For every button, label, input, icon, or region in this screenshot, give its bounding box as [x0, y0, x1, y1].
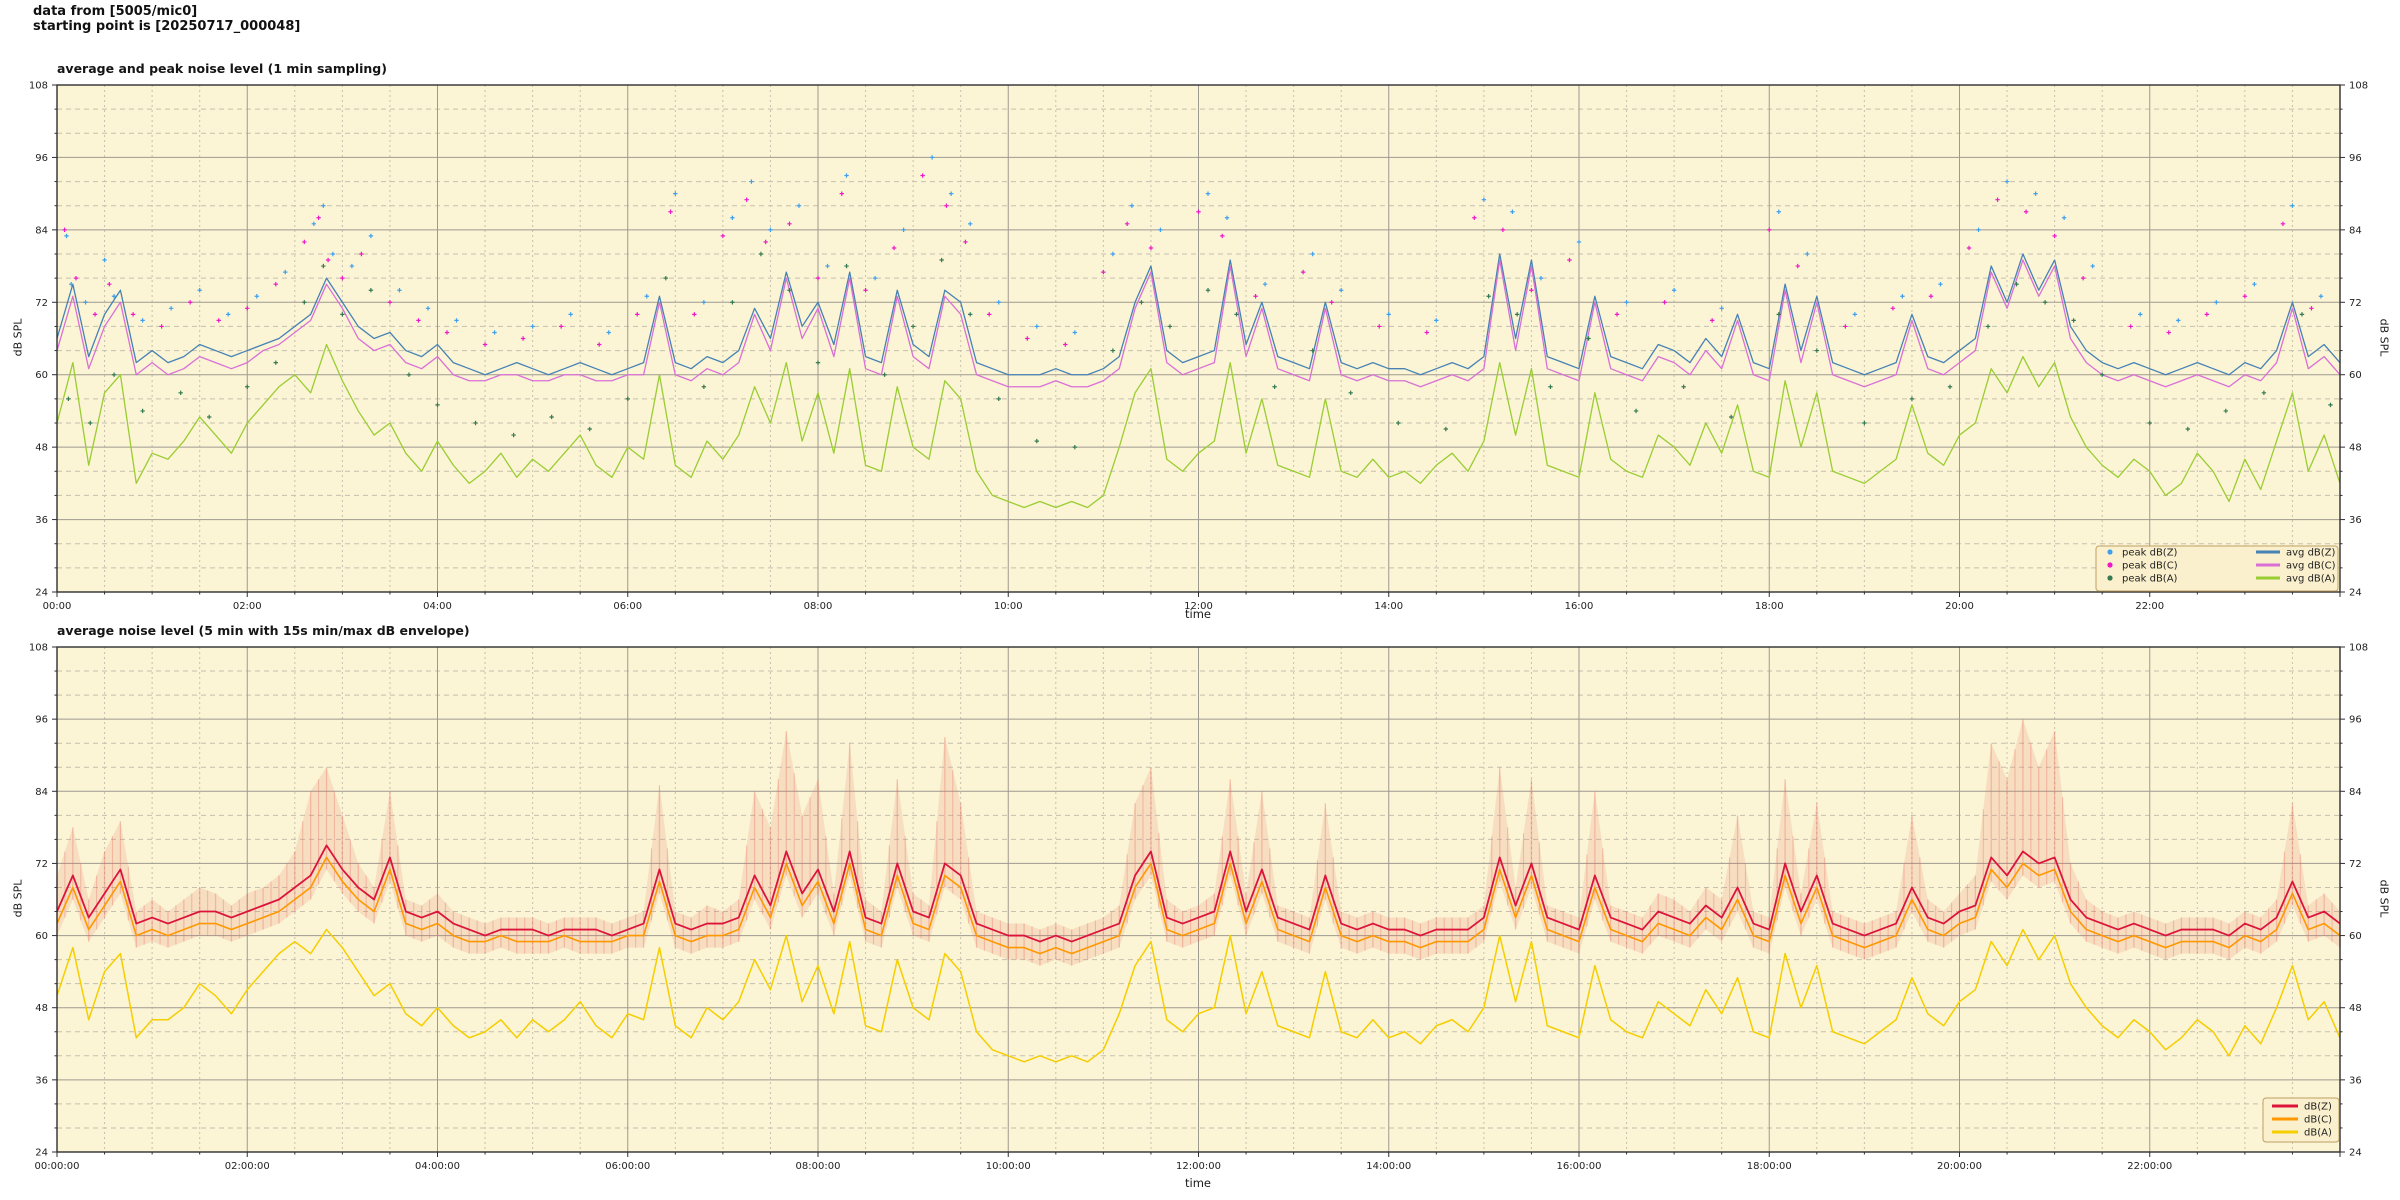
series-db-a-	[56, 928, 2341, 1063]
y-tick-label-right: 72	[2349, 859, 2362, 870]
y-tick-label-left: 24	[35, 588, 48, 599]
legend-label: avg dB(Z)	[2286, 548, 2336, 559]
chart-1-title: average and peak noise level (1 min samp…	[57, 61, 387, 76]
legend: dB(Z) dB(C) dB(A)	[2262, 1097, 2340, 1143]
header-line-1: data from [5005/mic0]	[33, 4, 198, 19]
y-tick-label-left: 24	[35, 1148, 48, 1159]
y-tick-label-right: 36	[2349, 1075, 2362, 1086]
tick-labels: 00:00:00 02:00:00 04:00:00 06:00:00 08:00:00…	[29, 643, 2368, 1173]
y-tick-label-right: 96	[2349, 153, 2362, 164]
y-tick-label-right: 60	[2349, 370, 2362, 381]
x-tick-label: 02:00:00	[225, 1161, 270, 1172]
x-tick-label: 00:00	[43, 601, 72, 612]
x-tick-label: 10:00:00	[986, 1161, 1031, 1172]
y-tick-label-right: 84	[2349, 787, 2362, 798]
x-tick-label: 04:00	[423, 601, 452, 612]
chart-1-xlabel: time	[1185, 607, 1211, 621]
tick-labels: 00:00 02:00 04:00 06:00 08:00 10:00 12:00 14:00…	[29, 81, 2368, 613]
y-tick-label-right: 108	[2349, 643, 2368, 654]
x-tick-label: 14:00:00	[1366, 1161, 1411, 1172]
y-tick-label-left: 108	[29, 643, 48, 654]
y-tick-label-right: 36	[2349, 515, 2362, 526]
y-tick-label-right: 96	[2349, 715, 2362, 726]
legend-label: peak dB(Z)	[2122, 548, 2178, 559]
y-tick-label-right: 24	[2349, 588, 2362, 599]
y-tick-label-left: 36	[35, 515, 48, 526]
x-tick-label: 12:00	[1184, 601, 1213, 612]
axis-ticks	[52, 646, 2345, 1157]
x-tick-label: 20:00	[1945, 601, 1974, 612]
legend-label: peak dB(C)	[2122, 561, 2178, 572]
x-tick-label: 10:00	[994, 601, 1023, 612]
y-tick-label-left: 72	[35, 859, 48, 870]
x-tick-label: 04:00:00	[415, 1161, 460, 1172]
x-tick-label: 18:00	[1755, 601, 1784, 612]
x-tick-label: 00:00:00	[35, 1161, 80, 1172]
chart-2-canvas: 00:00:00 02:00:00 04:00:00 06:00:00 08:00:00…	[29, 643, 2368, 1173]
header-line-2: starting point is [20250717_000048]	[33, 19, 301, 34]
x-tick-label: 22:00:00	[2127, 1161, 2172, 1172]
legend-label: dB(A)	[2304, 1128, 2332, 1139]
series-avg-db-a-	[56, 343, 2341, 509]
y-tick-label-right: 72	[2349, 298, 2362, 309]
chart-1-canvas: 00:00 02:00 04:00 06:00 08:00 10:00 12:00 14:00…	[29, 81, 2368, 613]
legend-label: peak dB(A)	[2122, 574, 2178, 585]
axis-ticks	[52, 84, 2345, 597]
y-tick-label-right: 84	[2349, 225, 2362, 236]
y-tick-label-right: 60	[2349, 931, 2362, 942]
y-tick-label-right: 24	[2349, 1148, 2362, 1159]
x-tick-label: 22:00	[2135, 601, 2164, 612]
y-tick-label-left: 84	[35, 787, 48, 798]
chart-2-title: average noise level (5 min with 15s min/…	[57, 623, 470, 638]
series-db-c-	[56, 856, 2341, 955]
series-min-max-envelope	[56, 719, 2341, 966]
legend-label: avg dB(C)	[2286, 561, 2336, 572]
x-tick-label: 06:00:00	[605, 1161, 650, 1172]
series-avg-db-c-	[56, 259, 2341, 388]
y-tick-label-right: 48	[2349, 1003, 2362, 1014]
x-tick-label: 16:00:00	[1557, 1161, 1602, 1172]
legend-label: avg dB(A)	[2286, 574, 2336, 585]
x-tick-label: 06:00	[613, 601, 642, 612]
x-tick-label: 16:00	[1565, 601, 1594, 612]
series-db-z-	[56, 844, 2341, 943]
major-grid	[57, 85, 2340, 592]
y-tick-label-left: 60	[35, 931, 48, 942]
series-peak-db-c-	[62, 173, 2314, 347]
x-tick-label: 08:00	[804, 601, 833, 612]
x-tick-label: 20:00:00	[1937, 1161, 1982, 1172]
y-tick-label-left: 60	[35, 370, 48, 381]
chart-2-xlabel: time	[1185, 1176, 1211, 1190]
y-tick-label-left: 48	[35, 1003, 48, 1014]
y-tick-label-left: 72	[35, 298, 48, 309]
y-tick-label-left: 108	[29, 81, 48, 92]
y-tick-label-left: 84	[35, 225, 48, 236]
y-tick-label-right: 48	[2349, 443, 2362, 454]
y-tick-label-left: 96	[35, 153, 48, 164]
legend-label: dB(Z)	[2304, 1102, 2332, 1113]
x-tick-label: 02:00	[233, 601, 262, 612]
series-peak-db-z-	[64, 155, 2324, 335]
y-tick-label-right: 108	[2349, 81, 2368, 92]
x-tick-label: 12:00:00	[1176, 1161, 1221, 1172]
x-tick-label: 18:00:00	[1747, 1161, 1792, 1172]
x-tick-label: 08:00:00	[796, 1161, 841, 1172]
x-tick-label: 14:00	[1374, 601, 1403, 612]
y-tick-label-left: 96	[35, 715, 48, 726]
legend: peak dB(Z) peak dB(C) peak dB(A) avg dB(Z) a…	[2095, 545, 2339, 592]
series-avg-db-z-	[56, 253, 2341, 376]
y-tick-label-left: 36	[35, 1075, 48, 1086]
series-peak-db-a-	[66, 251, 2333, 450]
y-tick-label-left: 48	[35, 443, 48, 454]
legend-label: dB(C)	[2304, 1115, 2332, 1126]
major-grid	[57, 647, 2340, 1152]
